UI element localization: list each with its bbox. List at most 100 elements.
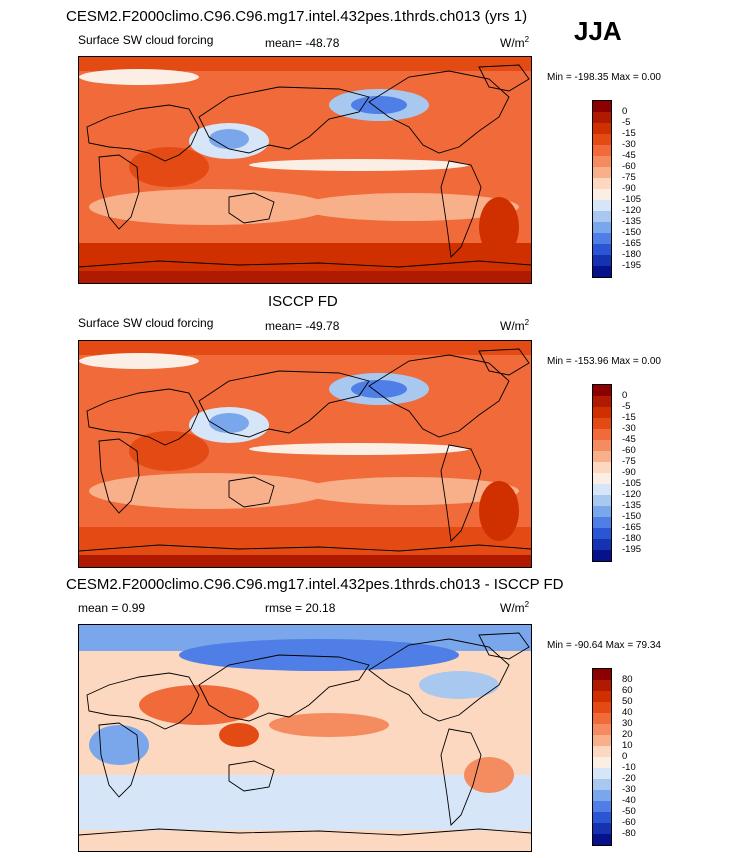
colorbar-level-label: -5: [622, 117, 631, 128]
colorbar-swatch: [593, 429, 611, 440]
coastline: [198, 370, 370, 438]
coastline: [228, 192, 275, 224]
colorbar-swatch: [593, 746, 611, 757]
colorbar-level-label: -180: [622, 533, 642, 544]
colorbar-level-label: 40: [622, 707, 633, 718]
colorbar-swatch: [593, 396, 611, 407]
colorbar-swatch: [593, 691, 611, 702]
colorbar-swatch: [593, 801, 611, 812]
colorbar-swatch: [593, 790, 611, 801]
coastline: [79, 544, 531, 552]
panel-3-colorbar: [592, 668, 612, 846]
colorbar-swatch: [593, 167, 611, 178]
colorbar-level-label: -150: [622, 511, 642, 522]
coastline: [86, 388, 200, 446]
coastline: [368, 354, 510, 438]
colorbar-swatch: [593, 407, 611, 418]
coastline: [79, 260, 531, 268]
map-region: [89, 725, 149, 765]
panel-2-units: W/m2: [500, 318, 530, 333]
colorbar-swatch: [593, 385, 611, 396]
colorbar-swatch: [593, 244, 611, 255]
colorbar-swatch: [593, 440, 611, 451]
panel-2-colorbar: [592, 384, 612, 562]
colorbar-level-label: -60: [622, 161, 636, 172]
colorbar-swatch: [593, 550, 611, 561]
colorbar-swatch: [593, 255, 611, 266]
colorbar-level-label: -20: [622, 773, 636, 784]
colorbar-level-label: -135: [622, 500, 642, 511]
coastline: [440, 444, 482, 542]
coastline: [198, 654, 370, 722]
colorbar-level-label: -105: [622, 194, 642, 205]
colorbar-swatch: [593, 484, 611, 495]
colorbar-swatch: [593, 669, 611, 680]
colorbar-level-label: -75: [622, 456, 636, 467]
season-label: JJA: [574, 16, 622, 46]
coastline: [79, 828, 531, 836]
map-region: [179, 639, 459, 671]
colorbar-level-label: -135: [622, 216, 642, 227]
coastline: [478, 348, 530, 376]
colorbar-swatch: [593, 156, 611, 167]
map-region: [249, 443, 469, 455]
colorbar-level-label: 0: [622, 390, 628, 401]
colorbar-swatch: [593, 451, 611, 462]
map-region: [464, 757, 514, 793]
panel-1-mean: mean= -48.78: [265, 36, 340, 50]
map-region: [129, 147, 209, 187]
map-band: [79, 341, 531, 355]
map-band: [79, 555, 531, 567]
map-region: [209, 129, 249, 149]
colorbar-level-label: -30: [622, 139, 636, 150]
panel-3-units: W/m2: [500, 600, 530, 615]
colorbar-level-label: -15: [622, 412, 636, 423]
colorbar-level-label: -80: [622, 828, 636, 839]
colorbar-swatch: [593, 462, 611, 473]
map-band: [79, 57, 531, 71]
colorbar-swatch: [593, 735, 611, 746]
colorbar-swatch: [593, 834, 611, 845]
coastline: [98, 722, 140, 798]
colorbar-level-label: -195: [622, 260, 642, 271]
colorbar-swatch: [593, 779, 611, 790]
colorbar-level-label: -60: [622, 817, 636, 828]
panel-1-colorbar: [592, 100, 612, 278]
coastline: [228, 760, 275, 792]
panel-1-title: CESM2.F2000climo.C96.C96.mg17.intel.432p…: [66, 8, 528, 25]
colorbar-level-label: -105: [622, 478, 642, 489]
map-region: [209, 413, 249, 433]
colorbar-swatch: [593, 473, 611, 484]
colorbar-level-label: -40: [622, 795, 636, 806]
panel-3-map: [78, 624, 532, 852]
panel-3-title: CESM2.F2000climo.C96.C96.mg17.intel.432p…: [66, 576, 564, 593]
map-band: [79, 271, 531, 283]
colorbar-level-label: 30: [622, 718, 633, 729]
panel-2-variable-label: Surface SW cloud forcing: [78, 316, 214, 330]
colorbar-level-label: -45: [622, 434, 636, 445]
panel-2-minmax: Min = -153.96 Max = 0.00: [547, 356, 661, 367]
colorbar-level-label: 0: [622, 106, 628, 117]
colorbar-level-label: -30: [622, 784, 636, 795]
map-region: [139, 685, 259, 725]
colorbar-swatch: [593, 112, 611, 123]
colorbar-swatch: [593, 266, 611, 277]
map-region: [249, 159, 469, 171]
colorbar-level-label: -165: [622, 522, 642, 533]
panel-3-rmse: rmse = 20.18: [265, 601, 336, 615]
colorbar-level-label: -90: [622, 467, 636, 478]
panel-1-map: [78, 56, 532, 284]
colorbar-level-label: -30: [622, 423, 636, 434]
colorbar-swatch: [593, 418, 611, 429]
coastline: [86, 672, 200, 730]
colorbar-level-label: -45: [622, 150, 636, 161]
map-region: [79, 69, 199, 85]
colorbar-level-label: -60: [622, 445, 636, 456]
coastline: [368, 638, 510, 722]
map-region: [299, 477, 519, 505]
colorbar-swatch: [593, 724, 611, 735]
colorbar-level-label: 20: [622, 729, 633, 740]
colorbar-level-label: 50: [622, 696, 633, 707]
map-region: [129, 431, 209, 471]
